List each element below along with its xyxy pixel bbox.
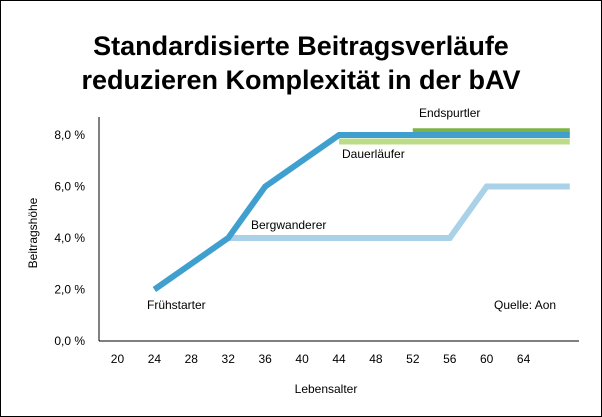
chart-title-line-1: Standardisierte Beitragsverläufe — [93, 31, 509, 61]
x-tick-label: 60 — [480, 352, 494, 366]
series-label-dauerlaeufer: Dauerläufer — [342, 147, 405, 161]
x-tick-label: 24 — [148, 352, 162, 366]
x-axis-label: Lebensalter — [295, 382, 358, 396]
y-tick-label: 0,0 % — [54, 334, 85, 348]
x-tick-label: 52 — [406, 352, 420, 366]
series-label-endspurtler: Endspurtler — [419, 106, 480, 120]
x-tick-label: 36 — [258, 352, 272, 366]
y-tick-label: 4,0 % — [54, 231, 85, 245]
x-tick-label: 48 — [369, 352, 383, 366]
x-tick-label: 64 — [517, 352, 531, 366]
y-tick-label: 2,0 % — [54, 283, 85, 297]
series-line-bergwanderer — [228, 183, 570, 241]
x-tick-label: 44 — [332, 352, 346, 366]
chart-title-line-2: reduzieren Komplexität in der bAV — [81, 65, 520, 95]
source-note: Quelle: Aon — [494, 298, 556, 312]
series-label-bergwanderer: Bergwanderer — [251, 218, 326, 232]
x-tick-label: 32 — [222, 352, 236, 366]
series-label-fruehstarter: Frühstarter — [147, 298, 206, 312]
series-lines — [152, 128, 570, 292]
x-tick-labels: 20 24 28 32 36 40 44 48 52 56 60 64 — [111, 352, 531, 366]
x-tick-label: 20 — [111, 352, 125, 366]
x-tick-label: 40 — [295, 352, 309, 366]
y-tick-labels: 0,0 % 2,0 % 4,0 % 6,0 % 8,0 % — [54, 128, 85, 348]
series-line-frühstarter — [152, 132, 570, 292]
y-tick-label: 6,0 % — [54, 180, 85, 194]
y-axis-label: Beitragshöhe — [26, 197, 40, 268]
x-tick-label: 56 — [443, 352, 457, 366]
chart-axes — [98, 117, 579, 342]
y-tick-label: 8,0 % — [54, 128, 85, 142]
x-tick-label: 28 — [185, 352, 199, 366]
